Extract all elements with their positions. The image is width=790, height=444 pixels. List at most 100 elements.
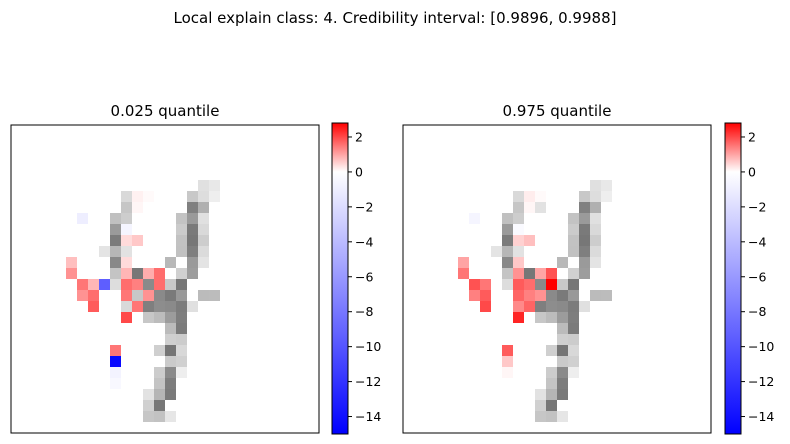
digit-pixel <box>557 334 568 345</box>
digit-pixel <box>165 301 176 312</box>
digit-pixel <box>187 224 198 235</box>
digit-pixel <box>110 235 121 246</box>
digit-pixel <box>535 389 546 400</box>
heatmap-cell <box>524 279 535 290</box>
digit-pixel <box>535 400 546 411</box>
digit-pixel <box>187 213 198 224</box>
digit-pixel <box>198 224 209 235</box>
digit-pixel <box>165 323 176 334</box>
digit-pixel <box>165 312 176 323</box>
panel-right: 0.975 quantile <box>402 102 712 434</box>
digit-pixel <box>513 191 524 202</box>
digit-pixel <box>568 290 579 301</box>
digit-pixel <box>121 301 132 312</box>
heatmap-cell <box>88 290 99 301</box>
digit-pixel <box>110 246 121 257</box>
digit-pixel <box>502 257 513 268</box>
digit-pixel <box>502 268 513 279</box>
heatmap-cell <box>143 191 154 202</box>
digit-pixel <box>176 334 187 345</box>
digit-pixel <box>568 356 579 367</box>
heatmap-cell <box>513 235 524 246</box>
heatmap-cell <box>513 257 524 268</box>
digit-pixel <box>187 301 198 312</box>
digit-pixel <box>568 334 579 345</box>
heatmap-cell <box>546 268 557 279</box>
digit-pixel <box>568 224 579 235</box>
digit-pixel <box>568 246 579 257</box>
digit-pixel <box>568 235 579 246</box>
heatmap-cell <box>458 257 469 268</box>
digit-pixel <box>165 411 176 422</box>
panel-right-title: 0.975 quantile <box>503 102 612 120</box>
colorbar-tick-label: −6 <box>748 269 766 284</box>
digit-pixel <box>198 191 209 202</box>
digit-pixel <box>524 268 535 279</box>
heatmap-cell <box>77 213 88 224</box>
digit-pixel <box>491 246 502 257</box>
digit-pixel <box>546 290 557 301</box>
digit-pixel <box>165 290 176 301</box>
digit-pixel <box>590 257 601 268</box>
digit-pixel <box>557 312 568 323</box>
colorbar-left-gradient <box>331 122 349 435</box>
heatmap-cell <box>121 235 132 246</box>
digit-pixel <box>579 224 590 235</box>
heatmap-cell <box>132 191 143 202</box>
digit-pixel <box>154 378 165 389</box>
digit-pixel <box>579 301 590 312</box>
digit-pixel <box>535 279 546 290</box>
digit-pixel <box>579 235 590 246</box>
digit-pixel <box>546 378 557 389</box>
digit-pixel <box>121 202 132 213</box>
digit-pixel <box>154 301 165 312</box>
colorbar-tick-label: 2 <box>355 129 363 144</box>
digit-pixel <box>176 279 187 290</box>
digit-pixel <box>209 191 220 202</box>
digit-pixel <box>590 290 601 301</box>
heatmap-cell <box>513 268 524 279</box>
colorbar-tick-label: −8 <box>748 304 766 319</box>
colorbar-tick-label: −14 <box>355 409 381 424</box>
digit-pixel <box>579 257 590 268</box>
heatmap-cell <box>66 257 77 268</box>
colorbar-tick-label: −12 <box>748 374 774 389</box>
digit-pixel <box>590 235 601 246</box>
heatmap-cell <box>535 290 546 301</box>
heatmap-cell <box>502 367 513 378</box>
heatmap-cell <box>143 202 154 213</box>
digit-pixel <box>165 334 176 345</box>
digit-pixel <box>198 202 209 213</box>
colorbar-left-ticks: 2 0 −2 −4 −6 −8 −10 −12 −14 <box>348 129 381 424</box>
digit-pixel <box>176 290 187 301</box>
digit-pixel <box>557 323 568 334</box>
colorbar-tick-label: −2 <box>748 199 766 214</box>
digit-pixel <box>176 268 187 279</box>
digit-pixel <box>176 213 187 224</box>
digit-pixel <box>579 202 590 213</box>
digit-pixel <box>198 180 209 191</box>
heatmap-cell <box>77 290 88 301</box>
digit-pixel <box>121 191 132 202</box>
heatmap-cell <box>88 301 99 312</box>
digit-pixel <box>176 235 187 246</box>
digit-pixel <box>154 411 165 422</box>
digit-pixel <box>601 290 612 301</box>
digit-pixel <box>590 191 601 202</box>
digit-pixel <box>187 246 198 257</box>
digit-pixel <box>187 191 198 202</box>
digit-pixel <box>198 235 209 246</box>
heatmap-cell <box>524 191 535 202</box>
digit-pixel <box>546 345 557 356</box>
heatmap-cell <box>121 268 132 279</box>
heatmap-cell <box>524 290 535 301</box>
digit-pixel <box>579 268 590 279</box>
digit-pixel <box>568 279 579 290</box>
digit-pixel <box>187 235 198 246</box>
digit-pixel <box>154 290 165 301</box>
digit-pixel <box>99 246 110 257</box>
digit-pixel <box>176 246 187 257</box>
colorbar-tick-label: −2 <box>355 199 373 214</box>
colorbar-tick-label: −10 <box>748 339 774 354</box>
colorbar-tick-label: 2 <box>748 129 756 144</box>
